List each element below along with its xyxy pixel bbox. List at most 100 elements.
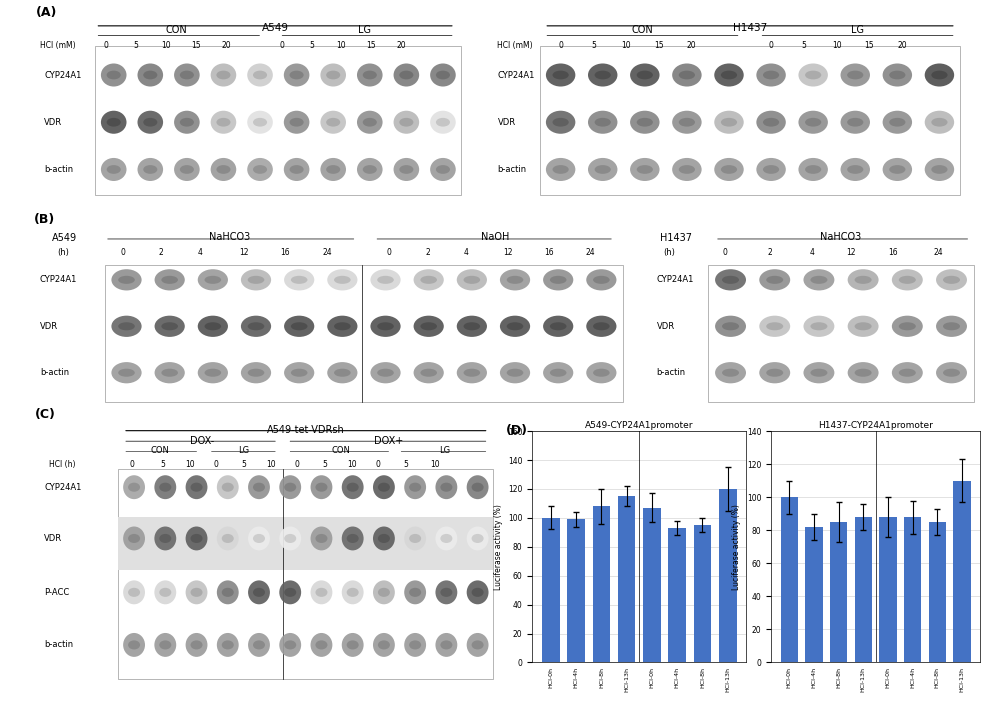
Ellipse shape	[672, 158, 701, 181]
Text: 5: 5	[309, 41, 313, 50]
Bar	[693, 525, 711, 662]
Ellipse shape	[429, 111, 455, 134]
Text: 20: 20	[897, 41, 906, 50]
Ellipse shape	[923, 111, 953, 134]
Ellipse shape	[456, 362, 486, 383]
Ellipse shape	[409, 641, 420, 649]
Ellipse shape	[128, 588, 140, 597]
Text: 20: 20	[686, 41, 696, 50]
Ellipse shape	[889, 118, 905, 127]
Ellipse shape	[414, 362, 443, 383]
Text: (A): (A)	[36, 6, 57, 19]
Text: 15: 15	[366, 41, 376, 50]
Ellipse shape	[629, 158, 659, 181]
Ellipse shape	[128, 534, 140, 543]
Ellipse shape	[327, 269, 357, 290]
Ellipse shape	[283, 64, 309, 86]
Text: 2: 2	[424, 248, 429, 257]
Ellipse shape	[594, 71, 610, 79]
Ellipse shape	[404, 633, 425, 657]
Ellipse shape	[190, 534, 203, 543]
Ellipse shape	[154, 362, 185, 383]
Ellipse shape	[186, 580, 208, 604]
Ellipse shape	[370, 269, 401, 290]
Bar	[718, 489, 736, 662]
Ellipse shape	[854, 322, 871, 330]
Ellipse shape	[378, 534, 390, 543]
Ellipse shape	[180, 165, 194, 174]
Ellipse shape	[847, 269, 878, 290]
Ellipse shape	[882, 158, 911, 181]
Text: 16: 16	[544, 248, 554, 257]
Text: NaHCO3: NaHCO3	[209, 233, 249, 243]
Text: 10: 10	[185, 461, 195, 470]
Text: 0: 0	[558, 41, 563, 50]
Bar	[642, 508, 660, 662]
Ellipse shape	[435, 633, 457, 657]
Ellipse shape	[765, 322, 782, 330]
Ellipse shape	[429, 158, 455, 181]
Ellipse shape	[809, 322, 827, 330]
Ellipse shape	[222, 588, 234, 597]
Ellipse shape	[190, 483, 203, 491]
Ellipse shape	[100, 111, 126, 134]
Text: (D): (D)	[505, 424, 527, 437]
Ellipse shape	[123, 633, 145, 657]
Ellipse shape	[315, 588, 327, 597]
Text: 10: 10	[831, 41, 841, 50]
Ellipse shape	[546, 111, 575, 134]
Ellipse shape	[435, 475, 457, 499]
Text: 0: 0	[120, 248, 125, 257]
Ellipse shape	[326, 71, 340, 79]
Ellipse shape	[377, 322, 394, 330]
Text: (C): (C)	[35, 409, 56, 421]
Ellipse shape	[161, 322, 178, 330]
Ellipse shape	[159, 641, 171, 649]
Ellipse shape	[100, 64, 126, 86]
Ellipse shape	[211, 111, 236, 134]
Ellipse shape	[592, 369, 609, 376]
Text: A549: A549	[52, 233, 77, 243]
Text: b-actin: b-actin	[40, 368, 69, 377]
Text: 4: 4	[809, 248, 813, 257]
Text: H1437: H1437	[659, 233, 691, 243]
Ellipse shape	[765, 275, 782, 284]
Ellipse shape	[252, 118, 266, 127]
Text: DOX-: DOX-	[190, 436, 214, 446]
Text: 0: 0	[387, 248, 391, 257]
Ellipse shape	[143, 71, 157, 79]
Ellipse shape	[456, 315, 486, 337]
Ellipse shape	[846, 165, 863, 174]
Text: 24: 24	[585, 248, 594, 257]
Ellipse shape	[326, 165, 340, 174]
Ellipse shape	[346, 534, 358, 543]
Ellipse shape	[552, 118, 569, 127]
Ellipse shape	[399, 118, 413, 127]
Text: HCl (mM): HCl (mM)	[497, 41, 533, 50]
Ellipse shape	[252, 71, 266, 79]
Ellipse shape	[154, 633, 176, 657]
Ellipse shape	[373, 475, 395, 499]
Ellipse shape	[891, 269, 921, 290]
Ellipse shape	[290, 275, 307, 284]
Ellipse shape	[211, 64, 236, 86]
Ellipse shape	[174, 158, 200, 181]
Ellipse shape	[326, 118, 340, 127]
Ellipse shape	[755, 64, 785, 86]
Ellipse shape	[409, 534, 420, 543]
Ellipse shape	[463, 322, 480, 330]
Ellipse shape	[721, 165, 737, 174]
Ellipse shape	[241, 269, 270, 290]
Text: P-ACC: P-ACC	[45, 588, 70, 597]
Bar	[780, 497, 797, 662]
Ellipse shape	[137, 158, 163, 181]
Ellipse shape	[930, 71, 946, 79]
Text: 2: 2	[766, 248, 771, 257]
Ellipse shape	[797, 111, 827, 134]
Ellipse shape	[466, 580, 488, 604]
Ellipse shape	[404, 526, 425, 550]
Text: 0: 0	[213, 461, 218, 470]
Ellipse shape	[363, 71, 377, 79]
Text: VDR: VDR	[45, 534, 63, 543]
Ellipse shape	[370, 315, 401, 337]
